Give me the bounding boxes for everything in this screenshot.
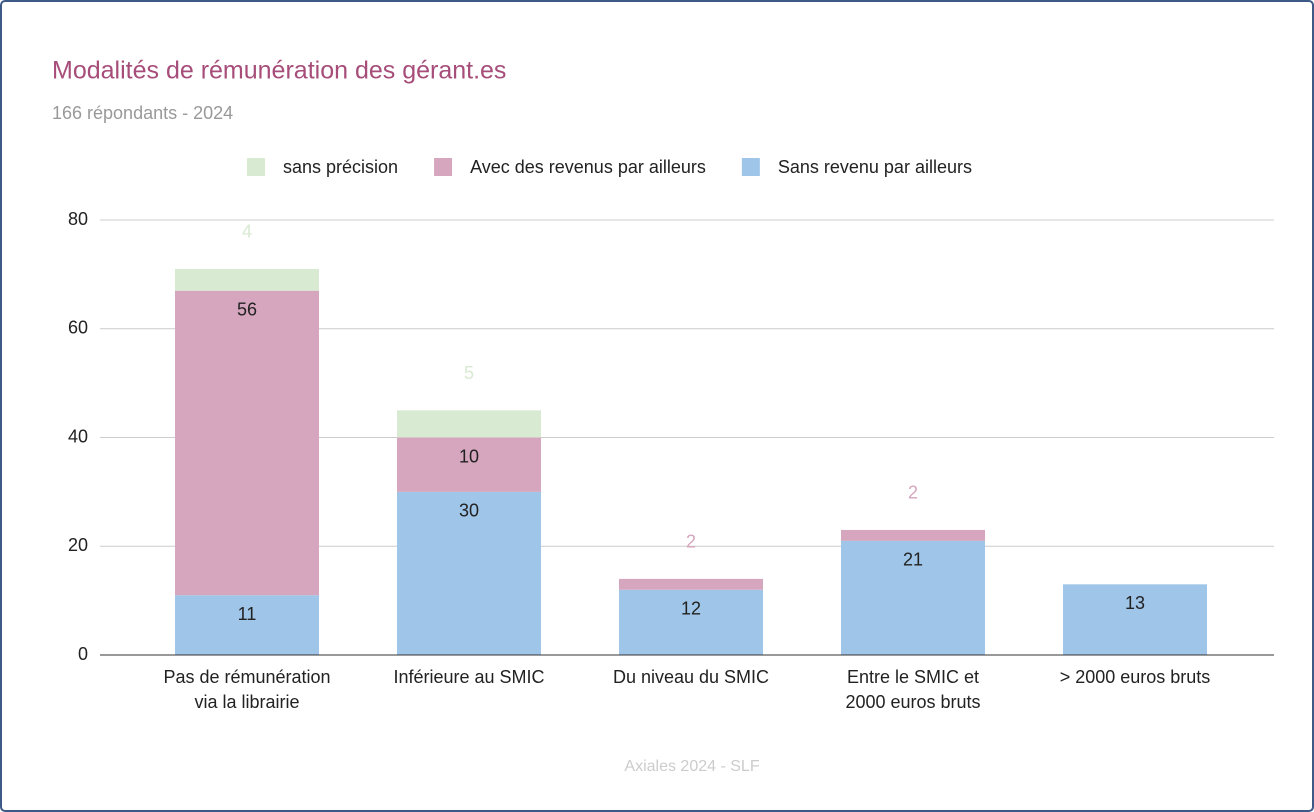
legend-swatch <box>247 158 265 176</box>
data-label: 5 <box>464 363 474 383</box>
bar-segment <box>175 595 319 655</box>
bar-segment <box>619 578 763 590</box>
x-tick-label: Du niveau du SMIC <box>613 667 769 687</box>
data-label: 2 <box>686 532 696 552</box>
data-label: 13 <box>1125 593 1145 613</box>
data-label: 21 <box>903 550 923 570</box>
data-label: 56 <box>237 299 257 319</box>
bar-segment <box>397 491 541 655</box>
legend-label: sans précision <box>283 157 398 177</box>
data-label: 4 <box>242 222 252 242</box>
chart-subtitle: 166 répondants - 2024 <box>52 103 233 123</box>
y-tick-label: 80 <box>68 209 88 229</box>
footer: Axiales 2024 - SLF <box>624 758 759 775</box>
bar-segment <box>175 268 319 291</box>
data-label: 2 <box>908 483 918 503</box>
bar-segment <box>841 529 985 541</box>
bar-segment <box>619 589 763 655</box>
y-tick-label: 20 <box>68 535 88 555</box>
data-label: 11 <box>238 604 257 624</box>
y-tick-label: 0 <box>78 644 88 664</box>
chart-title: Modalités de rémunération des gérant.es <box>52 57 506 85</box>
x-tick-label: > 2000 euros bruts <box>1060 667 1211 687</box>
data-label: 12 <box>681 599 701 619</box>
legend-label: Avec des revenus par ailleurs <box>470 157 706 177</box>
data-label: 30 <box>459 501 479 521</box>
bar-segment <box>175 290 319 596</box>
legend-swatch <box>434 158 453 176</box>
legend-swatch <box>741 158 760 176</box>
x-tick-label: Inférieure au SMIC <box>393 667 544 687</box>
bar-segment <box>1063 584 1207 655</box>
legend-label: Sans revenu par ailleurs <box>778 157 972 177</box>
data-label: 10 <box>459 446 479 466</box>
bar-segment <box>397 410 541 438</box>
y-tick-label: 60 <box>68 318 88 338</box>
bar-segment <box>841 540 985 655</box>
y-tick-label: 40 <box>68 426 88 446</box>
x-tick-label: Pas de rémunération via la librairie <box>163 667 330 712</box>
x-tick-label: Entre le SMIC et 2000 euros bruts <box>845 667 980 712</box>
bar-segment <box>397 437 541 492</box>
